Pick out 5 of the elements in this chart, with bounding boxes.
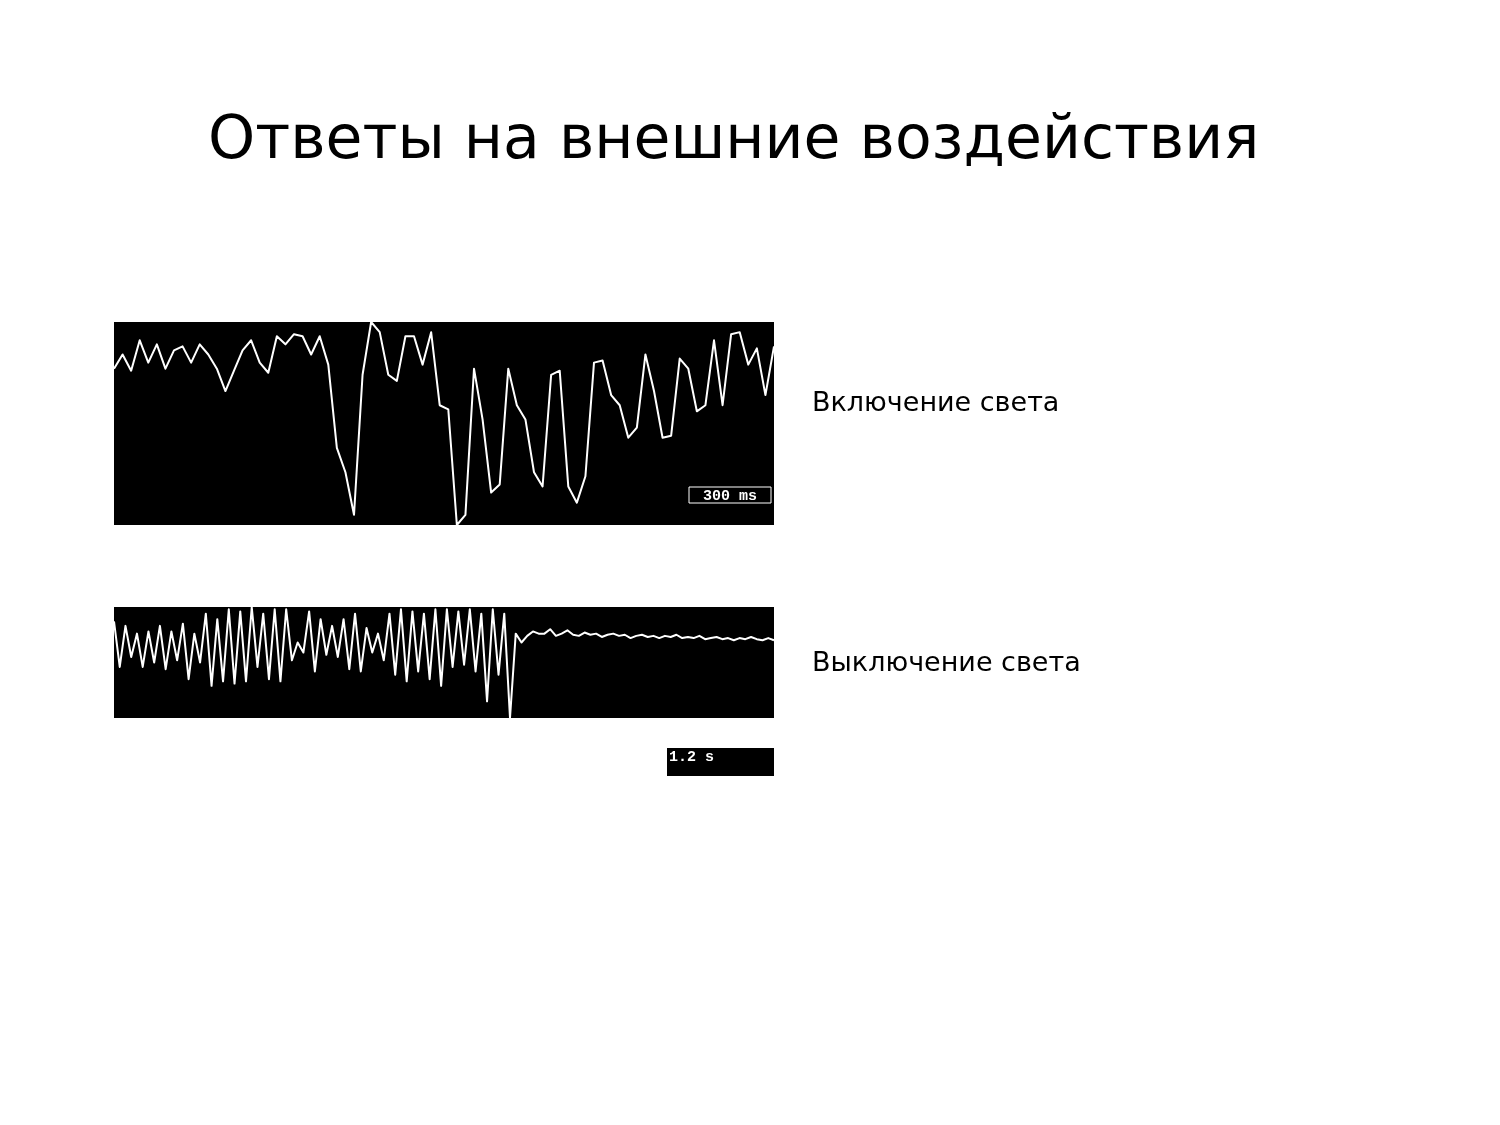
annotation: 300 ms [702, 488, 758, 505]
text: Выключение света [812, 645, 1081, 677]
chart-title: Ответы на внешние воздействия [208, 102, 1260, 172]
text: Включение света [812, 386, 1060, 418]
text: 1.2 s [669, 749, 715, 766]
